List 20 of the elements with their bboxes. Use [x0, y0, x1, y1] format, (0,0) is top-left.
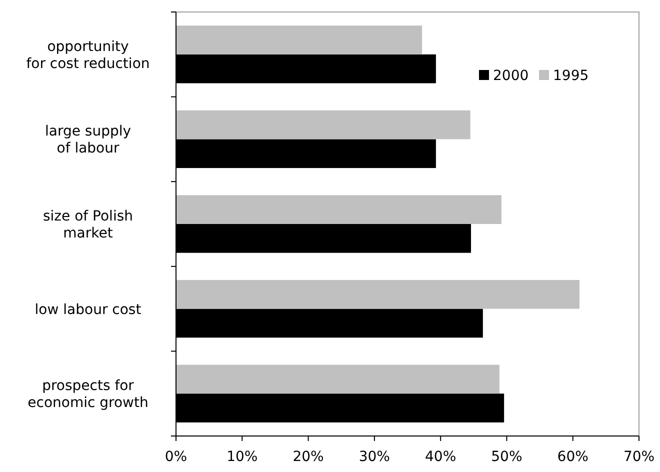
y-tick-label: size of Polish market: [43, 208, 133, 242]
y-tick-label: prospects for economic growth: [28, 378, 148, 412]
bar: [176, 364, 500, 394]
legend-label: 2000: [493, 68, 529, 84]
x-tick-label: 0%: [164, 449, 188, 465]
bar: [176, 280, 580, 309]
x-tick-label: 10%: [226, 449, 258, 465]
x-tick-label: 60%: [557, 449, 588, 465]
x-tick-label: 40%: [425, 449, 456, 465]
legend-label: 1995: [553, 68, 589, 84]
x-tick-label: 30%: [358, 449, 390, 465]
bar: [176, 195, 502, 224]
x-tick-label: 70%: [623, 449, 655, 465]
bar: [176, 110, 470, 140]
bar: [176, 26, 422, 54]
y-tick-label: opportunity for cost reduction: [26, 38, 150, 72]
x-tick-label: 50%: [491, 449, 522, 465]
y-tick-label: large supply of labour: [44, 124, 132, 157]
y-tick-label: low labour cost: [34, 302, 142, 318]
x-tick-label: 20%: [292, 449, 324, 465]
